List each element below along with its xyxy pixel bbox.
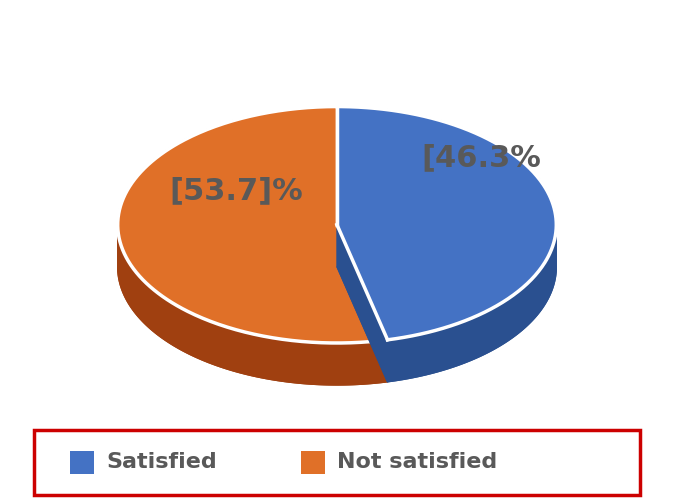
Polygon shape <box>118 226 388 385</box>
Polygon shape <box>337 225 388 382</box>
Text: Satisfied: Satisfied <box>106 452 217 472</box>
FancyBboxPatch shape <box>34 430 640 495</box>
Polygon shape <box>118 266 388 385</box>
Text: Not satisfied: Not satisfied <box>337 452 497 472</box>
Polygon shape <box>337 225 388 382</box>
Bar <box>301 451 325 474</box>
Bar <box>70 451 94 474</box>
Polygon shape <box>337 106 556 340</box>
Text: [53.7]%: [53.7]% <box>169 176 303 205</box>
Text: [46.3%: [46.3% <box>421 144 541 172</box>
Polygon shape <box>118 106 388 343</box>
Polygon shape <box>337 266 556 382</box>
Polygon shape <box>388 226 556 382</box>
